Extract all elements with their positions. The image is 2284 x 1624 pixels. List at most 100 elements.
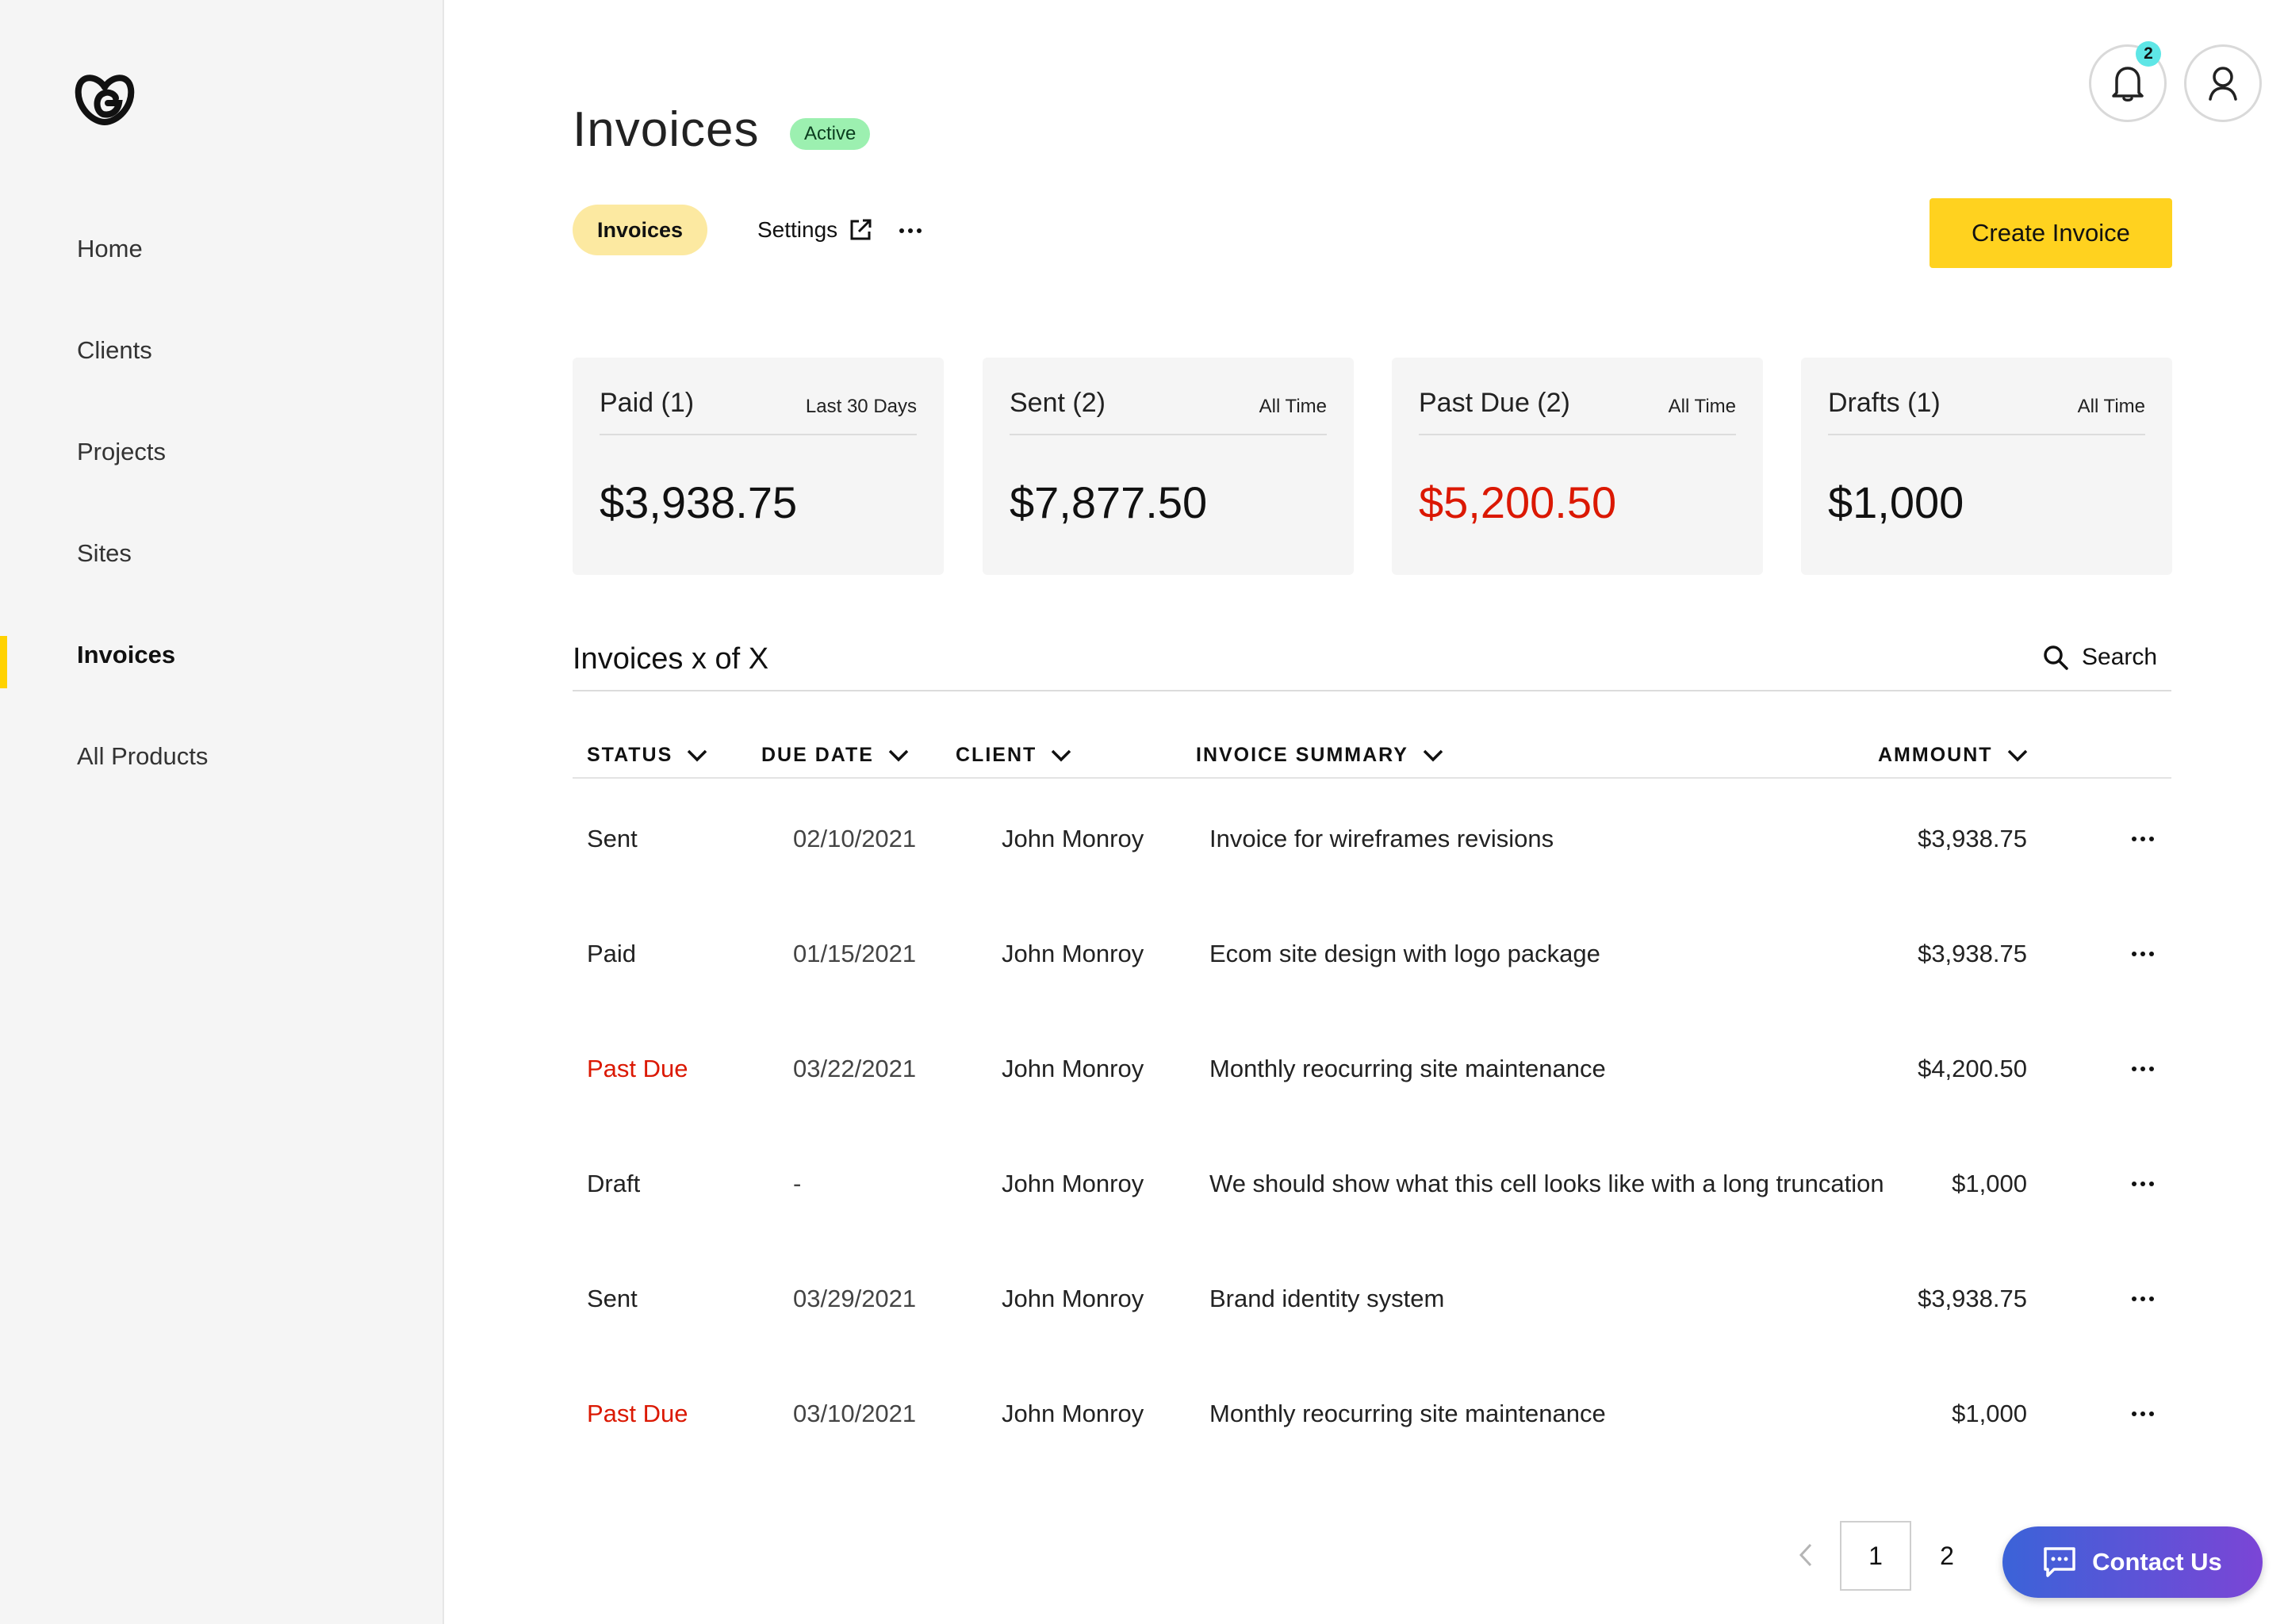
status-cell: Past Due <box>587 1399 688 1427</box>
due-date-cell: 03/29/2021 <box>793 1284 917 1312</box>
more-horizontal-icon <box>2132 1296 2154 1301</box>
card-header: Paid (1) Last 30 Days <box>600 388 917 435</box>
row-more-button[interactable] <box>2123 1011 2163 1126</box>
table-row[interactable]: Sent 03/29/2021 John Monroy Brand identi… <box>573 1241 2171 1356</box>
due-date-cell: 03/10/2021 <box>793 1399 917 1427</box>
column-header-amount[interactable]: AMMOUNT <box>1878 744 2028 767</box>
row-more-button[interactable] <box>2123 1126 2163 1241</box>
amount-cell: $1,000 <box>1952 1169 2027 1197</box>
summary-card-drafts[interactable]: Drafts (1) All Time $1,000 <box>1801 358 2172 575</box>
sidebar-item-sites[interactable]: Sites <box>77 539 132 567</box>
row-more-button[interactable] <box>2123 896 2163 1011</box>
card-period: Last 30 Days <box>805 396 917 417</box>
table-row[interactable]: Past Due 03/22/2021 John Monroy Monthly … <box>573 1011 2171 1126</box>
chevron-down-icon <box>688 749 707 761</box>
column-header-client[interactable]: CLIENT <box>956 744 1071 767</box>
status-cell: Sent <box>587 1284 638 1312</box>
card-header: Drafts (1) All Time <box>1828 388 2145 435</box>
status-cell: Paid <box>587 939 637 967</box>
bell-icon <box>2112 67 2144 102</box>
row-more-button[interactable] <box>2123 1241 2163 1356</box>
chat-icon <box>2044 1547 2075 1577</box>
sidebar-item-invoices[interactable]: Invoices <box>0 604 443 706</box>
sidebar-nav: Home Clients Projects Sites Invoices All… <box>0 198 443 807</box>
user-account-button[interactable] <box>2184 44 2262 122</box>
card-amount: $3,938.75 <box>600 477 798 527</box>
card-amount: $1,000 <box>1828 477 1964 527</box>
row-more-button[interactable] <box>2123 1356 2163 1471</box>
card-amount: $7,877.50 <box>1010 477 1208 527</box>
notification-count-badge: 2 <box>2136 41 2161 67</box>
table-row[interactable]: Draft - John Monroy We should show what … <box>573 1126 2171 1241</box>
column-header-due-date[interactable]: DUE DATE <box>761 744 909 767</box>
card-header: Past Due (2) All Time <box>1419 388 1736 435</box>
card-title: Paid (1) <box>600 388 695 418</box>
page-button-current[interactable]: 1 <box>1840 1521 1911 1591</box>
search-label: Search <box>2082 644 2158 670</box>
card-period: All Time <box>2077 396 2145 417</box>
page-title: Invoices <box>573 102 760 157</box>
summary-cell: Monthly reocurring site maintenance <box>1209 1400 1606 1427</box>
more-options-button[interactable] <box>895 215 926 247</box>
summary-cell: Invoice for wireframes revisions <box>1209 825 1554 852</box>
card-title: Sent (2) <box>1010 388 1106 418</box>
search-icon <box>2044 645 2068 670</box>
client-cell: John Monroy <box>1002 824 1144 852</box>
column-header-label: STATUS <box>587 744 673 766</box>
status-cell: Draft <box>587 1169 641 1197</box>
more-horizontal-icon <box>2132 1066 2154 1071</box>
table-row[interactable]: Paid 01/15/2021 John Monroy Ecom site de… <box>573 896 2171 1011</box>
card-title: Drafts (1) <box>1828 388 1941 418</box>
sidebar-item-clients[interactable]: Clients <box>77 336 152 364</box>
table-row[interactable]: Past Due 03/10/2021 John Monroy Monthly … <box>573 1356 2171 1471</box>
contact-us-button[interactable]: Contact Us <box>2002 1526 2263 1598</box>
summary-card-paid[interactable]: Paid (1) Last 30 Days $3,938.75 <box>573 358 944 575</box>
sidebar-item-all-products[interactable]: All Products <box>77 742 209 770</box>
chevron-down-icon <box>1423 749 1443 761</box>
sidebar-item-home[interactable]: Home <box>77 235 143 262</box>
summary-card-sent[interactable]: Sent (2) All Time $7,877.50 <box>983 358 1354 575</box>
search-button[interactable]: Search <box>2042 644 2157 671</box>
summary-cell: Brand identity system <box>1209 1285 1445 1312</box>
due-date-cell: 03/22/2021 <box>793 1054 917 1082</box>
divider <box>573 777 2171 779</box>
column-header-label: DUE DATE <box>761 744 874 766</box>
status-cell: Past Due <box>587 1054 688 1082</box>
create-invoice-button[interactable]: Create Invoice <box>1930 198 2172 268</box>
row-more-button[interactable] <box>2123 781 2163 896</box>
more-horizontal-icon <box>899 228 922 233</box>
divider <box>573 690 2171 691</box>
chevron-left-icon <box>1799 1543 1812 1567</box>
column-header-status[interactable]: STATUS <box>587 744 707 767</box>
tab-settings-label: Settings <box>757 217 838 242</box>
table-row[interactable]: Sent 02/10/2021 John Monroy Invoice for … <box>573 781 2171 896</box>
client-cell: John Monroy <box>1002 1284 1144 1312</box>
client-cell: John Monroy <box>1002 1399 1144 1427</box>
amount-cell: $1,000 <box>1952 1399 2027 1427</box>
more-horizontal-icon <box>2132 836 2154 841</box>
column-header-label: INVOICE SUMMARY <box>1196 744 1408 766</box>
due-date-cell: 02/10/2021 <box>793 824 917 852</box>
sidebar: Home Clients Projects Sites Invoices All… <box>0 0 444 1624</box>
amount-cell: $3,938.75 <box>1918 939 2027 967</box>
tab-invoices[interactable]: Invoices <box>573 205 707 255</box>
invoice-list-title: Invoices x of X <box>573 642 769 676</box>
previous-page-button[interactable] <box>1788 1535 1823 1575</box>
summary-card-past-due[interactable]: Past Due (2) All Time $5,200.50 <box>1392 358 1763 575</box>
page-button-next[interactable]: 2 <box>1940 1541 1954 1570</box>
card-title: Past Due (2) <box>1419 388 1570 418</box>
card-amount: $5,200.50 <box>1419 477 1617 527</box>
due-date-cell: 01/15/2021 <box>793 939 917 967</box>
column-header-label: AMMOUNT <box>1878 744 1993 766</box>
summary-cell: Monthly reocurring site maintenance <box>1209 1055 1606 1082</box>
client-cell: John Monroy <box>1002 1169 1144 1197</box>
sidebar-item-projects[interactable]: Projects <box>77 438 166 465</box>
user-icon <box>2209 67 2237 101</box>
column-header-invoice-summary[interactable]: INVOICE SUMMARY <box>1196 744 1443 767</box>
summary-cell: Ecom site design with logo package <box>1209 940 1600 967</box>
external-link-icon <box>850 219 872 240</box>
tab-settings[interactable]: Settings <box>757 214 872 246</box>
godaddy-logo-icon[interactable] <box>75 71 135 127</box>
client-cell: John Monroy <box>1002 1054 1144 1082</box>
contact-us-label: Contact Us <box>2092 1548 2222 1576</box>
